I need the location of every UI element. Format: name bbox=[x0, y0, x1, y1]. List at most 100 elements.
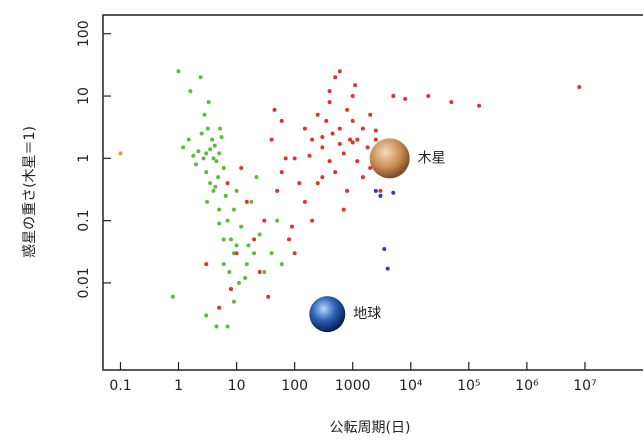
data-point bbox=[213, 144, 217, 148]
data-point bbox=[328, 100, 332, 104]
data-point bbox=[229, 287, 233, 291]
data-point bbox=[310, 138, 314, 142]
data-point bbox=[249, 200, 253, 204]
data-point bbox=[222, 237, 226, 241]
x-tick-label: 0.1 bbox=[109, 378, 131, 394]
data-point bbox=[211, 189, 215, 193]
data-point bbox=[338, 127, 342, 131]
data-point bbox=[303, 200, 307, 204]
data-point bbox=[293, 156, 297, 160]
data-point bbox=[252, 251, 256, 255]
data-point bbox=[280, 170, 284, 174]
data-point bbox=[210, 138, 214, 142]
data-point bbox=[211, 156, 215, 160]
y-tick-label: 0.01 bbox=[76, 267, 92, 298]
data-point bbox=[171, 295, 175, 299]
data-point bbox=[368, 113, 372, 117]
data-point bbox=[403, 97, 407, 101]
data-point bbox=[118, 151, 122, 155]
data-point bbox=[297, 181, 301, 185]
data-point bbox=[351, 140, 355, 144]
y-tick-label: 10 bbox=[76, 87, 92, 105]
data-point bbox=[307, 154, 311, 158]
data-point bbox=[351, 119, 355, 123]
data-point bbox=[262, 219, 266, 223]
data-point bbox=[316, 181, 320, 185]
data-point bbox=[333, 75, 337, 79]
data-point bbox=[338, 142, 342, 146]
data-point bbox=[188, 89, 192, 93]
x-tick-label: 10⁷ bbox=[573, 378, 596, 394]
data-point bbox=[237, 281, 241, 285]
data-point bbox=[284, 156, 288, 160]
data-point bbox=[266, 295, 270, 299]
data-point bbox=[374, 128, 378, 132]
data-point bbox=[229, 237, 233, 241]
data-point bbox=[331, 132, 335, 136]
x-tick-label: 10⁶ bbox=[515, 378, 539, 394]
data-point bbox=[316, 113, 320, 117]
data-point bbox=[254, 175, 258, 179]
data-point bbox=[216, 175, 220, 179]
x-tick-label: 1 bbox=[174, 378, 183, 394]
data-point bbox=[273, 108, 277, 112]
data-point bbox=[235, 189, 239, 193]
data-point bbox=[252, 237, 256, 241]
data-point bbox=[361, 127, 365, 131]
data-point bbox=[374, 189, 378, 193]
data-point bbox=[217, 208, 221, 212]
data-point bbox=[224, 194, 228, 198]
data-point bbox=[243, 276, 247, 280]
data-point bbox=[204, 313, 208, 317]
data-point bbox=[280, 119, 284, 123]
data-point bbox=[204, 262, 208, 266]
data-point bbox=[275, 189, 279, 193]
data-point bbox=[232, 208, 236, 212]
data-point bbox=[205, 200, 209, 204]
data-point bbox=[477, 104, 481, 108]
data-point bbox=[232, 300, 236, 304]
data-point bbox=[353, 83, 357, 87]
data-point bbox=[258, 270, 262, 274]
data-point bbox=[207, 100, 211, 104]
x-tick-label: 1000 bbox=[335, 378, 371, 394]
data-point bbox=[214, 324, 218, 328]
data-point bbox=[181, 145, 185, 149]
data-point bbox=[361, 175, 365, 179]
data-point bbox=[199, 75, 203, 79]
data-point bbox=[235, 243, 239, 247]
data-point bbox=[320, 135, 324, 139]
data-point bbox=[351, 94, 355, 98]
data-point bbox=[214, 159, 218, 163]
data-point bbox=[374, 138, 378, 142]
data-point bbox=[217, 151, 221, 155]
data-point bbox=[222, 262, 226, 266]
data-point bbox=[194, 162, 198, 166]
data-point bbox=[191, 154, 195, 158]
data-point bbox=[270, 138, 274, 142]
data-point bbox=[239, 166, 243, 170]
data-point bbox=[355, 159, 359, 163]
data-point bbox=[386, 267, 390, 271]
data-point bbox=[378, 194, 382, 198]
x-tick-label: 10 bbox=[228, 378, 246, 394]
data-point bbox=[204, 170, 208, 174]
planet-marker bbox=[370, 138, 410, 178]
data-point bbox=[328, 89, 332, 93]
data-point bbox=[391, 94, 395, 98]
data-point bbox=[345, 189, 349, 193]
data-point bbox=[293, 251, 297, 255]
data-point bbox=[342, 151, 346, 155]
data-point bbox=[213, 185, 217, 189]
annotation: 木星 bbox=[418, 150, 446, 166]
data-point bbox=[320, 175, 324, 179]
data-point bbox=[226, 324, 230, 328]
data-point bbox=[328, 159, 332, 163]
data-point bbox=[206, 127, 210, 131]
data-point bbox=[577, 85, 581, 89]
y-tick-label: 100 bbox=[76, 20, 92, 47]
data-point bbox=[382, 247, 386, 251]
data-point bbox=[187, 138, 191, 142]
data-point bbox=[345, 108, 349, 112]
data-point bbox=[245, 200, 249, 204]
